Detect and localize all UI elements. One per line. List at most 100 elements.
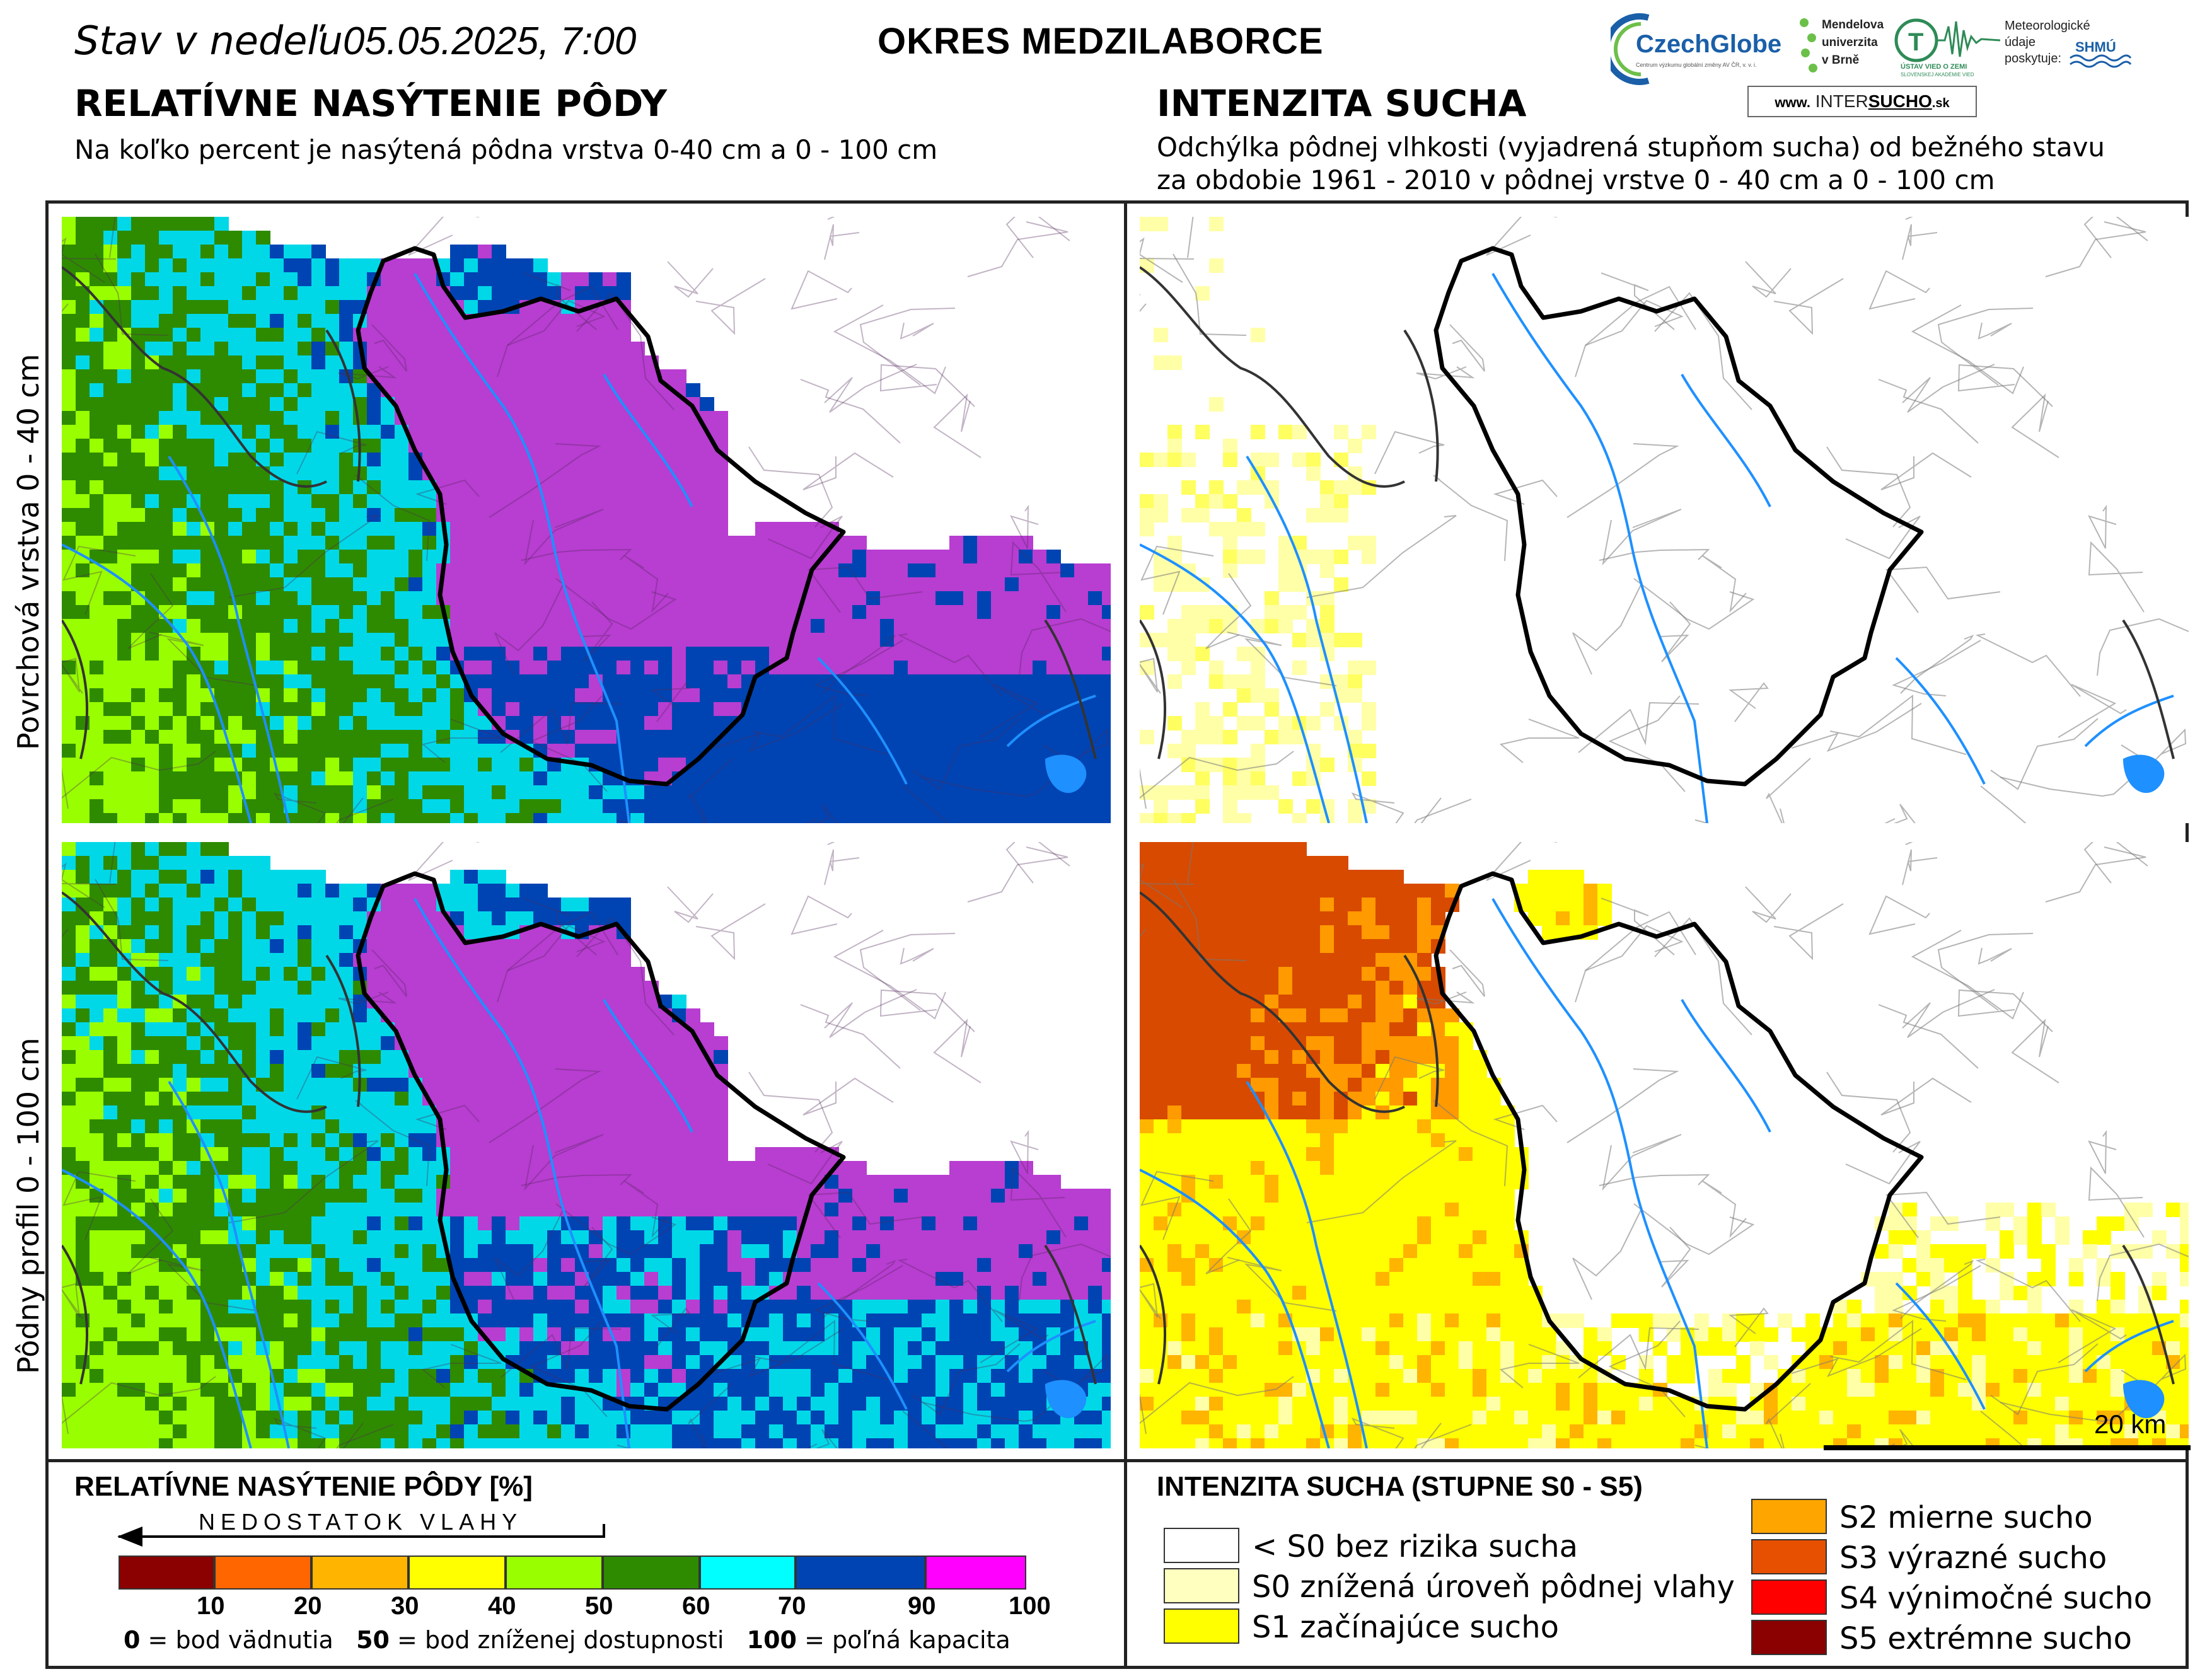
municipal-boundary (822, 1260, 896, 1319)
municipal-boundary (109, 842, 116, 884)
municipal-boundary (651, 1307, 691, 1348)
municipal-boundary (806, 804, 838, 823)
saturation-raster (62, 842, 1111, 1448)
municipal-boundary (859, 933, 956, 1011)
municipal-boundary (582, 601, 613, 662)
municipal-boundary (824, 364, 917, 413)
municipal-boundary (1140, 237, 1195, 283)
municipal-boundary (1486, 217, 1557, 256)
municipal-boundary (2088, 504, 2117, 549)
municipal-boundary (1205, 1198, 1252, 1274)
saturation-tick: 70 (778, 1592, 806, 1620)
municipal-boundary (1829, 694, 1967, 755)
municipal-boundary (524, 1134, 604, 1191)
municipal-boundary (695, 903, 766, 961)
municipal-boundary (1702, 555, 1747, 613)
mendel-logo: Mendelova univerzita v Brně (1798, 15, 1892, 88)
district-border (1140, 266, 1405, 488)
municipal-boundary (1980, 1411, 2027, 1448)
municipal-boundary (967, 221, 1068, 277)
municipal-boundary (296, 430, 367, 475)
municipal-boundary (1957, 364, 2053, 407)
municipal-boundary (1885, 566, 2001, 613)
lake (1045, 1380, 1087, 1419)
uvz-name: ÚSTAV VIED O ZEMI (1901, 63, 1967, 71)
saturation-tick: 90 (908, 1592, 936, 1620)
municipal-boundary (2058, 684, 2127, 738)
note-50-num: 50 (356, 1626, 390, 1654)
municipal-boundary (421, 1344, 502, 1388)
municipal-boundary (897, 633, 1003, 697)
district-border (1140, 891, 1405, 1113)
lake (2123, 754, 2165, 794)
panel-divider-horizontal (45, 1459, 2189, 1462)
saturation-tick: 50 (585, 1592, 613, 1620)
map-saturation-topsoil[interactable] (62, 217, 1111, 823)
municipal-boundary (1608, 695, 1686, 792)
municipal-boundary (1140, 1283, 1161, 1319)
municipal-boundary (1884, 804, 1916, 823)
municipal-boundary (1140, 657, 1161, 694)
municipal-boundary (1140, 545, 1214, 615)
municipal-boundary (2097, 618, 2189, 676)
municipal-boundary (713, 703, 844, 752)
river (62, 543, 252, 823)
municipal-boundary (2083, 842, 2148, 884)
municipal-boundary (408, 217, 479, 256)
municipal-boundary (859, 308, 956, 386)
river (414, 898, 630, 1448)
municipal-boundary (2011, 393, 2059, 458)
municipal-boundary (1010, 1166, 1067, 1238)
municipal-boundary (1878, 1004, 1979, 1069)
municipal-boundary (808, 1191, 923, 1238)
municipal-boundary (667, 261, 714, 298)
municipal-boundary (2000, 1397, 2138, 1423)
map-saturation-profile[interactable] (62, 842, 1111, 1448)
municipal-boundary (1791, 1328, 1922, 1377)
municipal-boundary (1868, 895, 1930, 935)
uvz-sub: SLOVENSKEJ AKADÉMIE VIED (1901, 72, 1974, 78)
municipal-boundary (1602, 1134, 1682, 1191)
saturation-swatch (603, 1556, 700, 1590)
status-date: 05.05.2025, 7:00 (342, 20, 637, 63)
municipal-boundary (415, 479, 480, 505)
saturation-swatch (311, 1556, 408, 1590)
saturation-tick: 60 (682, 1592, 710, 1620)
river (603, 374, 693, 507)
municipal-boundary (1773, 903, 1844, 961)
municipal-boundary (1493, 1104, 1558, 1130)
municipal-boundary (1977, 322, 2012, 340)
saturation-title: RELATÍVNE NASÝTENIE PÔDY (74, 82, 668, 125)
saturation-legend-title: RELATÍVNE NASÝTENIE PÔDY [%] (74, 1471, 533, 1502)
municipal-boundary (1868, 270, 1930, 310)
intersucho-a: INTER (1815, 91, 1868, 111)
district-border (1403, 954, 1439, 1107)
map-drought-profile[interactable] (1140, 842, 2189, 1448)
left-arrow-icon (117, 1527, 142, 1547)
municipal-boundary (879, 989, 975, 1032)
shmu-waves-icon (2070, 54, 2132, 68)
mendel-line-3: v Brně (1822, 54, 1860, 67)
municipal-boundary (902, 1411, 949, 1448)
municipal-boundary (1566, 443, 1679, 518)
river (1246, 1080, 1368, 1448)
map-drought-topsoil[interactable] (1140, 217, 2189, 823)
river (817, 657, 908, 785)
municipal-boundary (1990, 718, 2099, 790)
municipal-boundary (524, 509, 604, 566)
panel-divider-vertical (1124, 200, 1127, 1669)
municipal-boundary (1845, 516, 1921, 560)
drought-legend-label: S4 výnimočné sucho (1839, 1581, 2153, 1616)
municipal-boundary (2058, 1309, 2127, 1363)
municipal-boundary (1902, 849, 1938, 886)
intersucho-link[interactable]: www. INTERSUCHO.sk (1747, 86, 1977, 117)
municipal-boundary (62, 1376, 216, 1424)
meteo-line-3: poskytuje: (2005, 52, 2062, 66)
municipal-boundary (336, 799, 394, 823)
municipal-boundary (833, 930, 946, 1020)
municipal-boundary (2088, 541, 2145, 613)
municipal-boundary (62, 1170, 136, 1240)
saturation-notes: 0 = bod vädnutia 50 = bod zníženej dostu… (124, 1626, 1010, 1654)
municipal-boundary (751, 1319, 889, 1380)
municipal-boundary (555, 578, 677, 630)
